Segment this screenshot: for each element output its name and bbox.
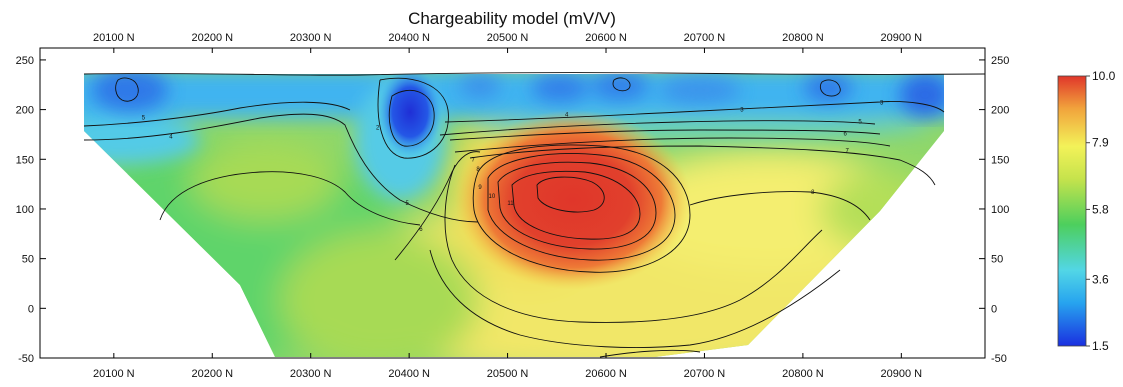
contour-2-b xyxy=(612,77,631,92)
x-tick-label-bottom: 20100 N xyxy=(93,368,135,380)
x-tick-label-top: 20200 N xyxy=(191,32,233,44)
contour-2-c xyxy=(819,79,841,97)
x-tick-label-bottom: 20600 N xyxy=(585,368,627,380)
contour-4-west xyxy=(83,113,479,223)
x-tick-label-top: 20900 N xyxy=(881,32,923,44)
contour-label: 8 xyxy=(476,167,480,173)
y-tick-label-left: 200 xyxy=(16,105,34,117)
contour-3-low xyxy=(377,77,449,159)
contour-lines xyxy=(83,72,986,358)
contour-9-ring xyxy=(487,153,676,261)
contour-label: 10 xyxy=(488,194,495,200)
contour-label: 4 xyxy=(169,134,173,140)
x-tick-label-bottom: 20500 N xyxy=(487,368,529,380)
contour-10-ring xyxy=(497,161,657,250)
x-tick-label-top: 20300 N xyxy=(290,32,332,44)
contour-2-a xyxy=(115,77,139,102)
contour-8-ring xyxy=(472,144,691,273)
x-tick-label-bottom: 20900 N xyxy=(881,368,923,380)
colorbar-tick-label: 10.0 xyxy=(1092,69,1116,83)
y-tick-label-left: 150 xyxy=(16,154,34,166)
x-tick-label-bottom: 20300 N xyxy=(290,368,332,380)
y-tick-label-left: 0 xyxy=(28,303,34,315)
contour-12-ring xyxy=(536,176,605,213)
contour-11-ring xyxy=(511,170,641,240)
x-tick-label-top: 20800 N xyxy=(782,32,824,44)
colorbar-tick-label: 1.5 xyxy=(1092,339,1109,353)
x-tick-label-bottom: 20800 N xyxy=(782,368,824,380)
y-tick-label-right: 50 xyxy=(991,254,1003,266)
x-tick-label-bottom: 20400 N xyxy=(388,368,430,380)
contour-label: 9 xyxy=(478,185,482,191)
contour-label: 5 xyxy=(858,120,862,126)
contour-7-outer xyxy=(444,164,823,323)
contour-label: 4 xyxy=(565,113,569,119)
contour-label: 3 xyxy=(740,108,744,114)
y-tick-label-right: 0 xyxy=(991,303,997,315)
y-tick-label-right: -50 xyxy=(991,353,1007,365)
contour-7-east xyxy=(469,145,936,186)
contour-label: 6 xyxy=(419,227,423,233)
contour-label: 2 xyxy=(376,125,380,131)
x-tick-label-bottom: 20200 N xyxy=(191,368,233,380)
axes: 20100 N 20100 N 20200 N 20200 N 20300 N 20300… xyxy=(16,32,1010,380)
contour-label: 6 xyxy=(844,131,848,137)
contour-label: 5 xyxy=(406,201,410,207)
contour-label: 5 xyxy=(142,116,146,122)
x-tick-label-top: 20700 N xyxy=(684,32,726,44)
chart-title: Chargeability model (mV/V) xyxy=(408,9,616,28)
colorbar: 10.0 7.9 5.8 3.6 1.5 xyxy=(1057,69,1116,353)
colorbar-ramp xyxy=(1057,75,1087,347)
contour-label: 3 xyxy=(880,101,884,107)
colorbar-tick-label: 5.8 xyxy=(1092,202,1109,216)
contour-label: 11 xyxy=(507,201,514,207)
y-tick-label-right: 100 xyxy=(991,204,1009,216)
x-tick-label-top: 20400 N xyxy=(388,32,430,44)
x-tick-label-top: 20500 N xyxy=(487,32,529,44)
y-tick-label-left: 250 xyxy=(16,55,34,67)
contour-5-west xyxy=(83,101,351,127)
x-tick-label-top: 20100 N xyxy=(93,32,135,44)
topography-line xyxy=(83,72,986,76)
contour-2-low xyxy=(388,89,435,147)
contour-label: 8 xyxy=(811,190,815,196)
contour-label: 7 xyxy=(471,157,475,163)
contour-3-top xyxy=(444,101,945,123)
contour-5-east xyxy=(449,129,881,141)
colorbar-tick-label: 3.6 xyxy=(1092,272,1109,286)
contour-5-mid xyxy=(159,171,421,226)
x-tick-label-top: 20600 N xyxy=(585,32,627,44)
y-tick-label-right: 200 xyxy=(991,105,1009,117)
contour-6-mid xyxy=(394,151,481,261)
contour-4-top xyxy=(439,120,876,136)
y-tick-label-right: 250 xyxy=(991,55,1009,67)
y-tick-label-left: 50 xyxy=(22,254,34,266)
contour-6-outer xyxy=(429,249,841,348)
colorbar-ticks: 10.0 7.9 5.8 3.6 1.5 xyxy=(1086,69,1116,353)
contour-8-east xyxy=(689,191,871,221)
y-tick-label-left: -50 xyxy=(18,353,34,365)
y-tick-label-right: 150 xyxy=(991,154,1009,166)
y-tick-label-left: 100 xyxy=(16,204,34,216)
contour-3-south xyxy=(599,349,701,358)
contour-label: 7 xyxy=(846,148,850,154)
contour-6-east xyxy=(454,137,891,153)
colorbar-tick-label: 7.9 xyxy=(1092,136,1109,150)
x-tick-label-bottom: 20700 N xyxy=(684,368,726,380)
